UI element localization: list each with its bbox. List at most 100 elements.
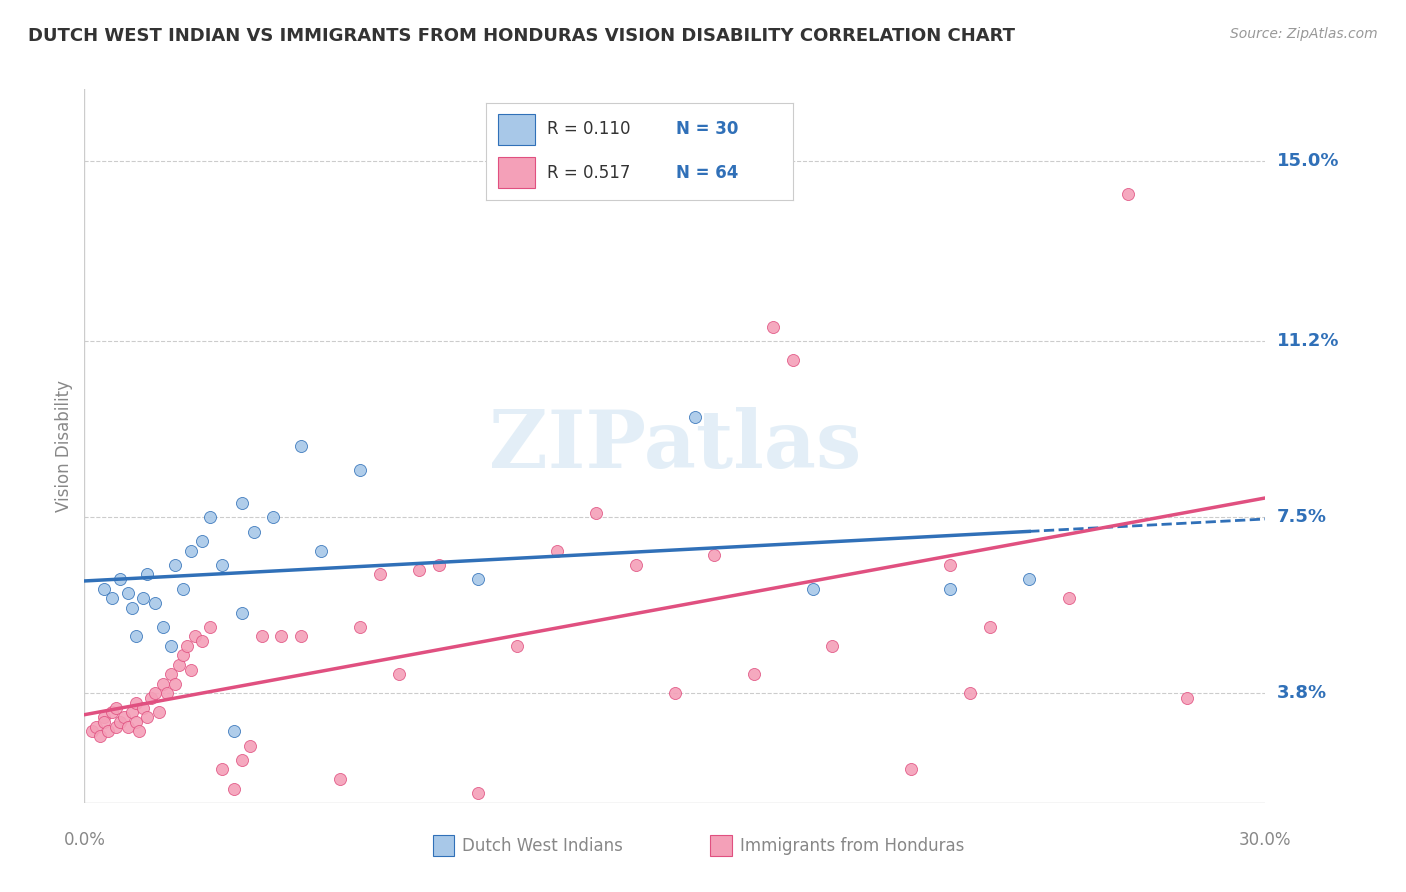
- Point: [143, 596, 166, 610]
- Point: [290, 439, 312, 453]
- Text: 0.0%: 0.0%: [63, 831, 105, 849]
- Point: [939, 582, 962, 596]
- Point: [191, 534, 214, 549]
- Point: [242, 524, 264, 539]
- Point: [152, 620, 174, 634]
- Point: [160, 639, 183, 653]
- Point: [117, 586, 139, 600]
- Point: [388, 667, 411, 681]
- Point: [222, 724, 245, 739]
- Point: [211, 763, 233, 777]
- Point: [801, 582, 824, 596]
- Point: [239, 739, 262, 753]
- Point: [270, 629, 292, 643]
- Point: [101, 591, 124, 606]
- Text: Source: ZipAtlas.com: Source: ZipAtlas.com: [1230, 27, 1378, 41]
- Text: DUTCH WEST INDIAN VS IMMIGRANTS FROM HONDURAS VISION DISABILITY CORRELATION CHAR: DUTCH WEST INDIAN VS IMMIGRANTS FROM HON…: [28, 27, 1015, 45]
- Point: [132, 700, 155, 714]
- Point: [664, 686, 686, 700]
- Point: [97, 724, 120, 739]
- Point: [104, 700, 127, 714]
- Point: [163, 558, 186, 572]
- Point: [408, 563, 430, 577]
- Point: [89, 729, 111, 743]
- Point: [624, 558, 647, 572]
- Point: [309, 543, 332, 558]
- Point: [143, 686, 166, 700]
- Point: [148, 706, 170, 720]
- Y-axis label: Vision Disability: Vision Disability: [55, 380, 73, 512]
- Point: [467, 572, 489, 586]
- Point: [183, 629, 205, 643]
- Point: [222, 781, 245, 796]
- Point: [979, 620, 1001, 634]
- Point: [124, 696, 146, 710]
- Point: [124, 714, 146, 729]
- Point: [762, 320, 785, 334]
- Bar: [710, 835, 731, 856]
- Point: [136, 710, 159, 724]
- Point: [152, 677, 174, 691]
- Point: [141, 691, 163, 706]
- Point: [136, 567, 159, 582]
- Point: [128, 724, 150, 739]
- Text: Immigrants from Honduras: Immigrants from Honduras: [740, 837, 965, 855]
- Point: [939, 558, 962, 572]
- Point: [101, 706, 124, 720]
- Text: 11.2%: 11.2%: [1277, 333, 1340, 351]
- Point: [117, 720, 139, 734]
- Point: [82, 724, 104, 739]
- Point: [231, 606, 253, 620]
- Text: ZIPatlas: ZIPatlas: [489, 407, 860, 485]
- Point: [959, 686, 981, 700]
- Point: [250, 629, 273, 643]
- Point: [427, 558, 450, 572]
- Point: [160, 667, 183, 681]
- Point: [108, 572, 131, 586]
- Point: [163, 677, 186, 691]
- Point: [108, 714, 131, 729]
- Point: [329, 772, 352, 786]
- Point: [156, 686, 179, 700]
- Point: [467, 786, 489, 800]
- Point: [211, 558, 233, 572]
- Point: [176, 639, 198, 653]
- Point: [821, 639, 844, 653]
- Point: [84, 720, 107, 734]
- Text: 30.0%: 30.0%: [1239, 831, 1292, 849]
- Point: [172, 648, 194, 663]
- Point: [703, 549, 725, 563]
- Point: [180, 663, 202, 677]
- Point: [167, 657, 190, 672]
- Point: [231, 496, 253, 510]
- Point: [1175, 691, 1198, 706]
- Point: [900, 763, 922, 777]
- Point: [1018, 572, 1040, 586]
- Point: [104, 720, 127, 734]
- Point: [121, 600, 143, 615]
- Point: [1116, 186, 1139, 201]
- Point: [368, 567, 391, 582]
- Point: [93, 710, 115, 724]
- Point: [1057, 591, 1080, 606]
- Bar: [433, 835, 454, 856]
- Point: [172, 582, 194, 596]
- Point: [200, 620, 222, 634]
- Point: [506, 639, 529, 653]
- Text: Dutch West Indians: Dutch West Indians: [463, 837, 623, 855]
- Point: [191, 634, 214, 648]
- Point: [121, 706, 143, 720]
- Point: [231, 753, 253, 767]
- Point: [742, 667, 765, 681]
- Point: [546, 543, 568, 558]
- Point: [93, 582, 115, 596]
- Point: [124, 629, 146, 643]
- Point: [585, 506, 607, 520]
- Point: [683, 410, 706, 425]
- Point: [290, 629, 312, 643]
- Point: [112, 710, 135, 724]
- Point: [349, 463, 371, 477]
- Text: 7.5%: 7.5%: [1277, 508, 1327, 526]
- Point: [200, 510, 222, 524]
- Point: [132, 591, 155, 606]
